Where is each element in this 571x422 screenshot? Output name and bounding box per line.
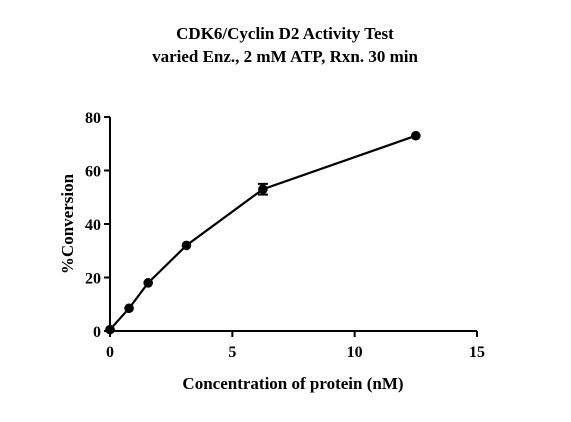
y-tick-label: 80 xyxy=(85,110,101,127)
data-point xyxy=(124,303,134,314)
y-tick-label: 40 xyxy=(85,217,101,234)
x-tick-label: 0 xyxy=(106,344,114,361)
data-point xyxy=(181,240,192,251)
series-group xyxy=(105,130,421,335)
x-axis-label: Concentration of protein (nM) xyxy=(182,374,403,393)
y-tick-label: 20 xyxy=(85,271,101,288)
y-axis-label: %Conversion xyxy=(58,173,77,274)
x-ticks: 0 5 10 15 xyxy=(106,331,485,361)
data-point xyxy=(105,324,115,335)
x-tick-label: 15 xyxy=(469,344,485,361)
data-point xyxy=(143,278,153,288)
y-ticks: 0 20 40 60 80 xyxy=(85,110,110,341)
x-tick-label: 10 xyxy=(347,344,363,361)
series-line xyxy=(109,134,417,331)
data-point xyxy=(411,130,421,141)
chart-title: CDK6/Cyclin D2 Activity Test xyxy=(176,24,394,43)
y-tick-label: 60 xyxy=(85,164,101,181)
x-tick-label: 5 xyxy=(228,344,236,361)
data-point xyxy=(258,184,268,195)
chart-subtitle: varied Enz., 2 mM ATP, Rxn. 30 min xyxy=(152,47,418,66)
y-tick-label: 0 xyxy=(93,324,101,341)
